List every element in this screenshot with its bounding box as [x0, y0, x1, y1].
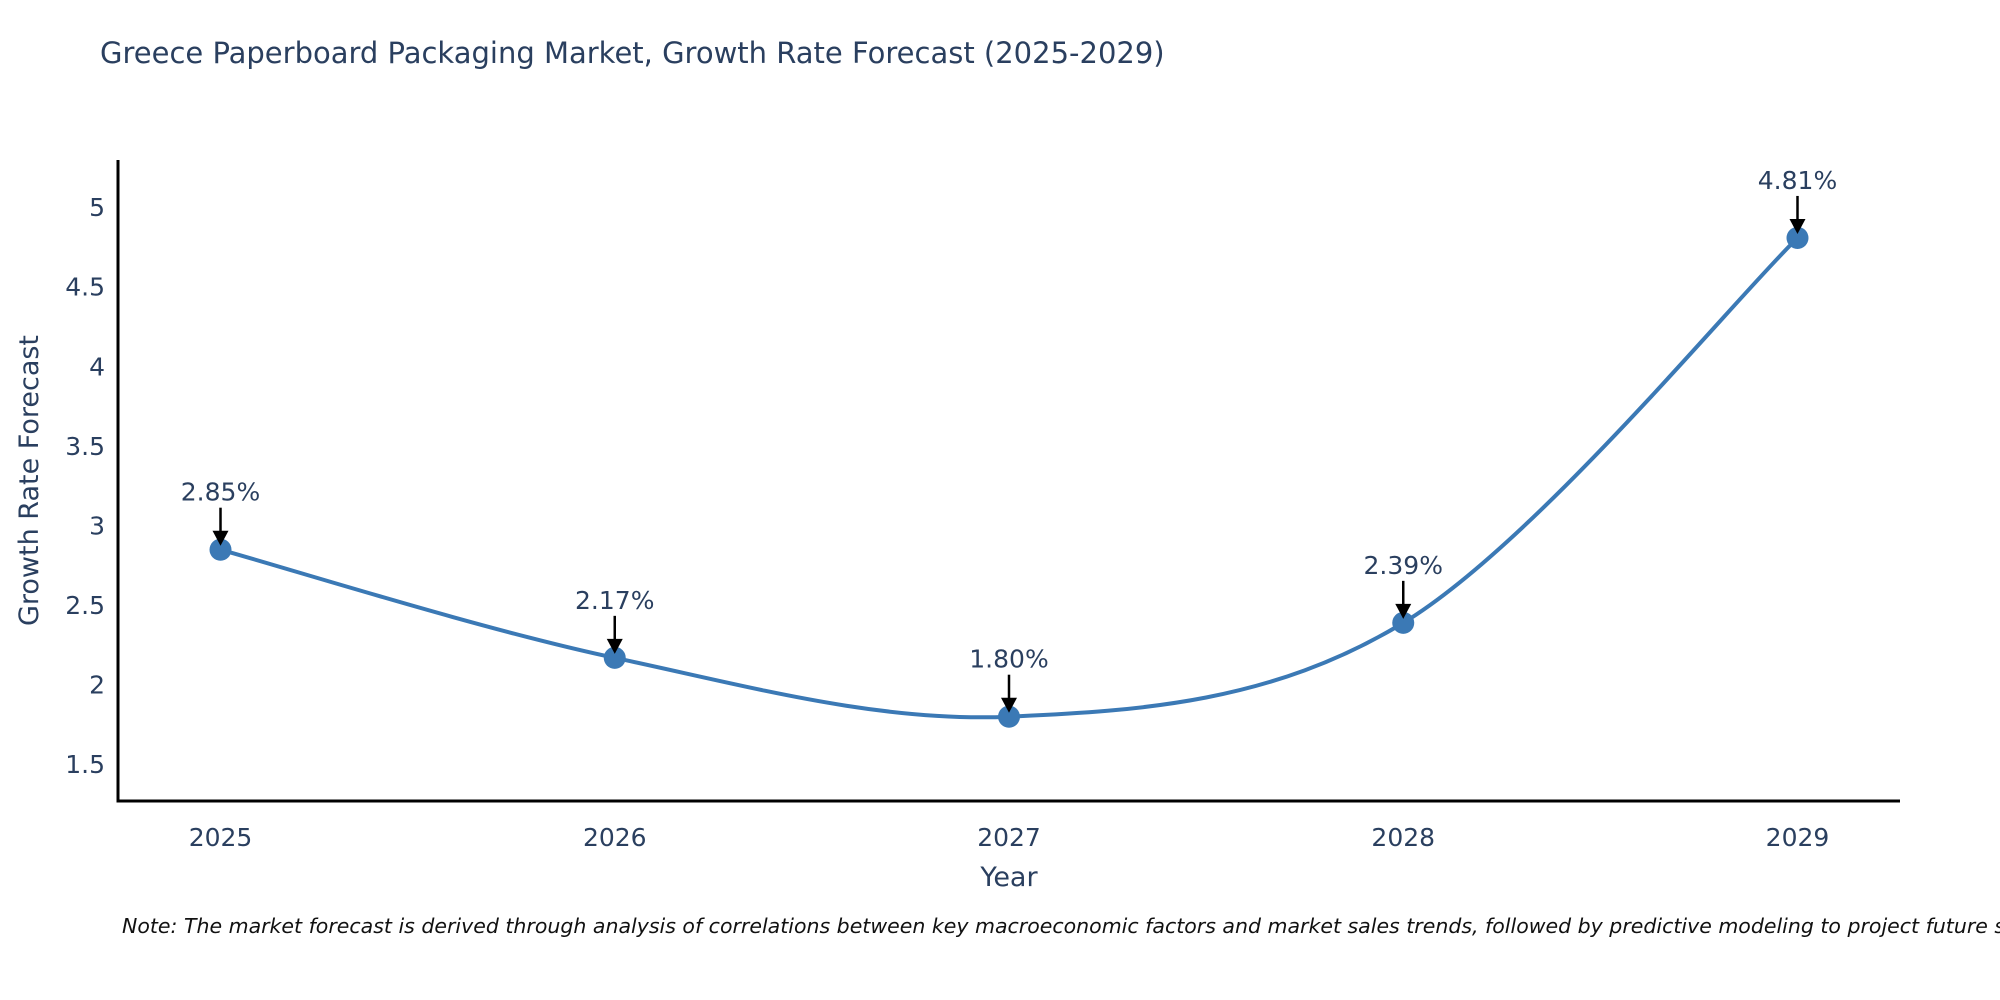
point-annotation-label: 4.81%: [1758, 166, 1837, 195]
x-tick-label: 2027: [977, 823, 1041, 852]
data-point-2026: [603, 646, 626, 669]
data-point-2028: [1392, 611, 1415, 634]
x-tick-label: 2029: [1766, 823, 1830, 852]
y-tick-label: 5: [89, 193, 105, 222]
point-annotation-label: 2.85%: [181, 478, 260, 507]
point-annotation-label: 1.80%: [969, 645, 1048, 674]
annotation-arrowhead-icon: [1789, 218, 1806, 234]
y-tick-label: 4.5: [65, 273, 105, 302]
y-tick-label: 3.5: [65, 432, 105, 461]
data-point-2027: [998, 705, 1020, 728]
x-tick-label: 2026: [583, 823, 647, 852]
x-tick-label: 2025: [189, 823, 253, 852]
y-tick-label: 3: [89, 511, 105, 540]
point-annotation-label: 2.17%: [575, 586, 654, 615]
y-tick-label: 1.5: [65, 750, 105, 779]
footnote: Note: The market forecast is derived thr…: [122, 914, 2000, 938]
y-tick-label: 4: [89, 352, 105, 381]
chart-title: Greece Paperboard Packaging Market, Grow…: [100, 36, 1165, 70]
y-axis-title: Growth Rate Forecast: [14, 335, 45, 626]
annotation-arrowhead-icon: [1001, 697, 1017, 713]
x-axis-title: Year: [979, 862, 1038, 893]
data-point-2029: [1786, 226, 1809, 249]
y-tick-label: 2.5: [65, 591, 105, 620]
y-tick-label: 2: [89, 670, 105, 699]
annotation-arrowhead-icon: [212, 530, 229, 546]
annotation-arrowhead-icon: [606, 638, 623, 654]
annotation-arrowhead-icon: [1395, 603, 1412, 619]
point-annotation-label: 2.39%: [1364, 551, 1443, 580]
data-point-2025: [209, 538, 232, 561]
x-tick-label: 2028: [1371, 823, 1435, 852]
